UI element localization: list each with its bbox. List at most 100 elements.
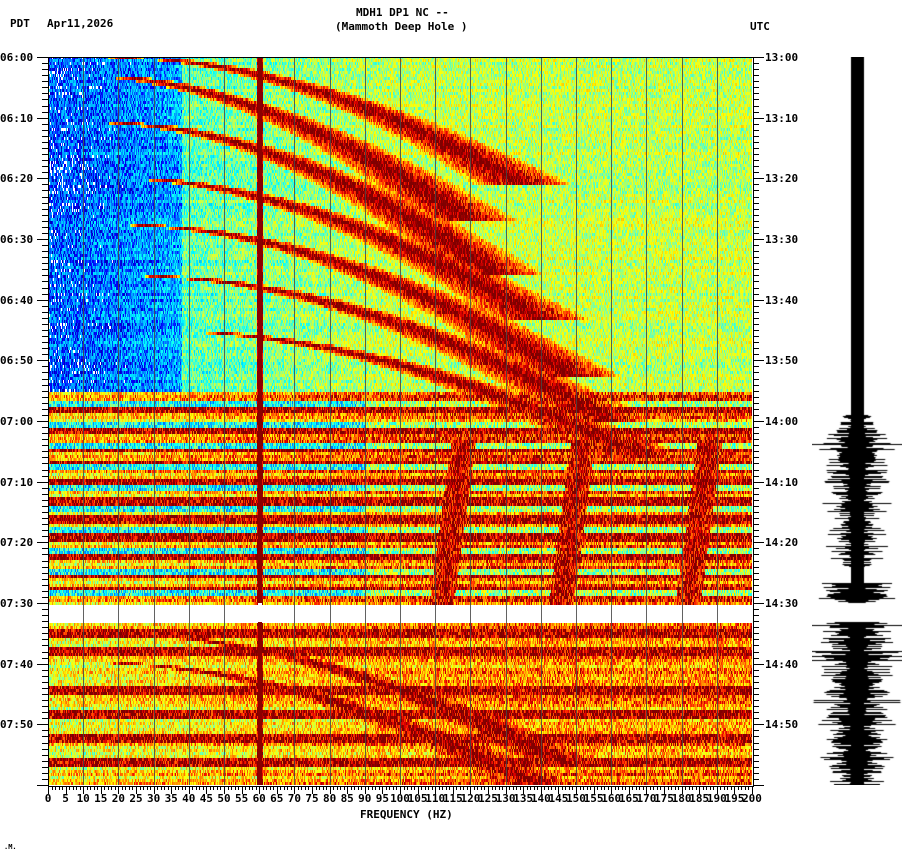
time-tick-minor-right	[753, 579, 759, 580]
freq-tick-minor	[516, 786, 517, 790]
time-tick-minor-left	[42, 670, 48, 671]
freq-label: 160	[601, 792, 622, 805]
time-label-pdt: 07:40	[0, 658, 34, 671]
freq-tick-minor	[213, 786, 214, 790]
freq-tick-major	[734, 786, 735, 794]
time-tick-minor-right	[753, 306, 759, 307]
time-tick-minor-right	[753, 633, 759, 634]
time-tick-major-left	[37, 542, 48, 543]
freq-tick-minor	[530, 786, 531, 790]
time-tick-major-right	[753, 178, 764, 179]
time-tick-minor-right	[753, 621, 759, 622]
time-tick-minor-right	[753, 318, 759, 319]
time-label-utc: 14:00	[765, 415, 799, 428]
time-tick-minor-right	[753, 670, 759, 671]
freq-label: 125	[478, 792, 498, 805]
freq-tick-minor	[231, 786, 232, 790]
time-tick-minor-left	[42, 736, 48, 737]
time-tick-minor-left	[42, 154, 48, 155]
freq-tick-minor	[414, 786, 415, 790]
time-tick-minor-left	[42, 87, 48, 88]
freq-tick-minor	[185, 786, 186, 790]
time-label-pdt: 06:50	[0, 354, 34, 367]
time-tick-minor-right	[753, 470, 759, 471]
freq-tick-minor	[495, 786, 496, 790]
freq-tick-minor	[675, 786, 676, 790]
freq-tick-major	[400, 786, 401, 794]
freq-tick-minor	[477, 786, 478, 790]
time-tick-minor-left	[42, 81, 48, 82]
time-tick-minor-left	[42, 385, 48, 386]
time-tick-minor-left	[42, 597, 48, 598]
freq-tick-minor	[671, 786, 672, 790]
freq-tick-minor	[520, 786, 521, 790]
freq-tick-major	[171, 786, 172, 794]
freq-label: 100	[390, 792, 410, 805]
time-tick-minor-right	[753, 263, 759, 264]
freq-tick-minor	[583, 786, 584, 790]
freq-tick-minor	[122, 786, 123, 790]
freq-tick-minor	[316, 786, 317, 790]
freq-tick-minor	[580, 786, 581, 790]
freq-tick-minor	[256, 786, 257, 790]
freq-tick-minor	[484, 786, 485, 790]
freq-tick-minor	[442, 786, 443, 790]
time-tick-minor-right	[753, 397, 759, 398]
time-tick-minor-left	[42, 554, 48, 555]
freq-tick-minor	[706, 786, 707, 790]
freq-tick-minor	[62, 786, 63, 790]
time-tick-minor-left	[42, 779, 48, 780]
time-label-pdt: 07:30	[0, 597, 34, 610]
freq-label: 200	[742, 792, 762, 805]
freq-label: 175	[654, 792, 674, 805]
time-tick-minor-right	[753, 761, 759, 762]
freq-tick-minor	[660, 786, 661, 790]
freq-tick-minor	[291, 786, 292, 790]
freq-tick-minor	[245, 786, 246, 790]
freq-tick-minor	[499, 786, 500, 790]
time-tick-minor-left	[42, 379, 48, 380]
time-tick-minor-right	[753, 190, 759, 191]
time-tick-minor-right	[753, 379, 759, 380]
time-tick-major-left	[37, 421, 48, 422]
time-tick-minor-left	[42, 579, 48, 580]
freq-tick-minor	[460, 786, 461, 790]
time-tick-minor-left	[42, 148, 48, 149]
time-tick-minor-left	[42, 609, 48, 610]
freq-tick-minor	[668, 786, 669, 790]
freq-tick-minor	[147, 786, 148, 790]
time-tick-minor-left	[42, 548, 48, 549]
freq-label: 105	[407, 792, 428, 805]
freq-tick-minor	[548, 786, 549, 790]
freq-tick-minor	[703, 786, 704, 790]
freq-label: 40	[182, 792, 196, 805]
freq-label: 35	[164, 792, 178, 805]
freq-label: 140	[530, 792, 551, 805]
time-label-pdt: 07:00	[0, 415, 34, 428]
freq-tick-minor	[534, 786, 535, 790]
freq-tick-minor	[157, 786, 158, 790]
time-tick-minor-left	[42, 306, 48, 307]
freq-tick-minor	[449, 786, 450, 790]
freq-tick-minor	[467, 786, 468, 790]
freq-tick-minor	[129, 786, 130, 790]
time-tick-minor-left	[42, 561, 48, 562]
freq-tick-minor	[463, 786, 464, 790]
freq-tick-minor	[337, 786, 338, 790]
time-tick-minor-right	[753, 457, 759, 458]
time-label-pdt: 06:10	[0, 112, 34, 125]
time-tick-minor-right	[753, 294, 759, 295]
time-tick-minor-right	[753, 773, 759, 774]
freq-label: 120	[460, 792, 481, 805]
date-label: Apr11,2026	[47, 17, 114, 30]
freq-tick-minor	[182, 786, 183, 790]
time-tick-major-right	[753, 118, 764, 119]
time-label-utc: 14:30	[765, 597, 799, 610]
freq-tick-minor	[351, 786, 352, 790]
freq-tick-minor	[632, 786, 633, 790]
freq-tick-minor	[323, 786, 324, 790]
freq-label: 85	[340, 792, 354, 805]
freq-tick-minor	[407, 786, 408, 790]
time-tick-minor-left	[42, 524, 48, 525]
